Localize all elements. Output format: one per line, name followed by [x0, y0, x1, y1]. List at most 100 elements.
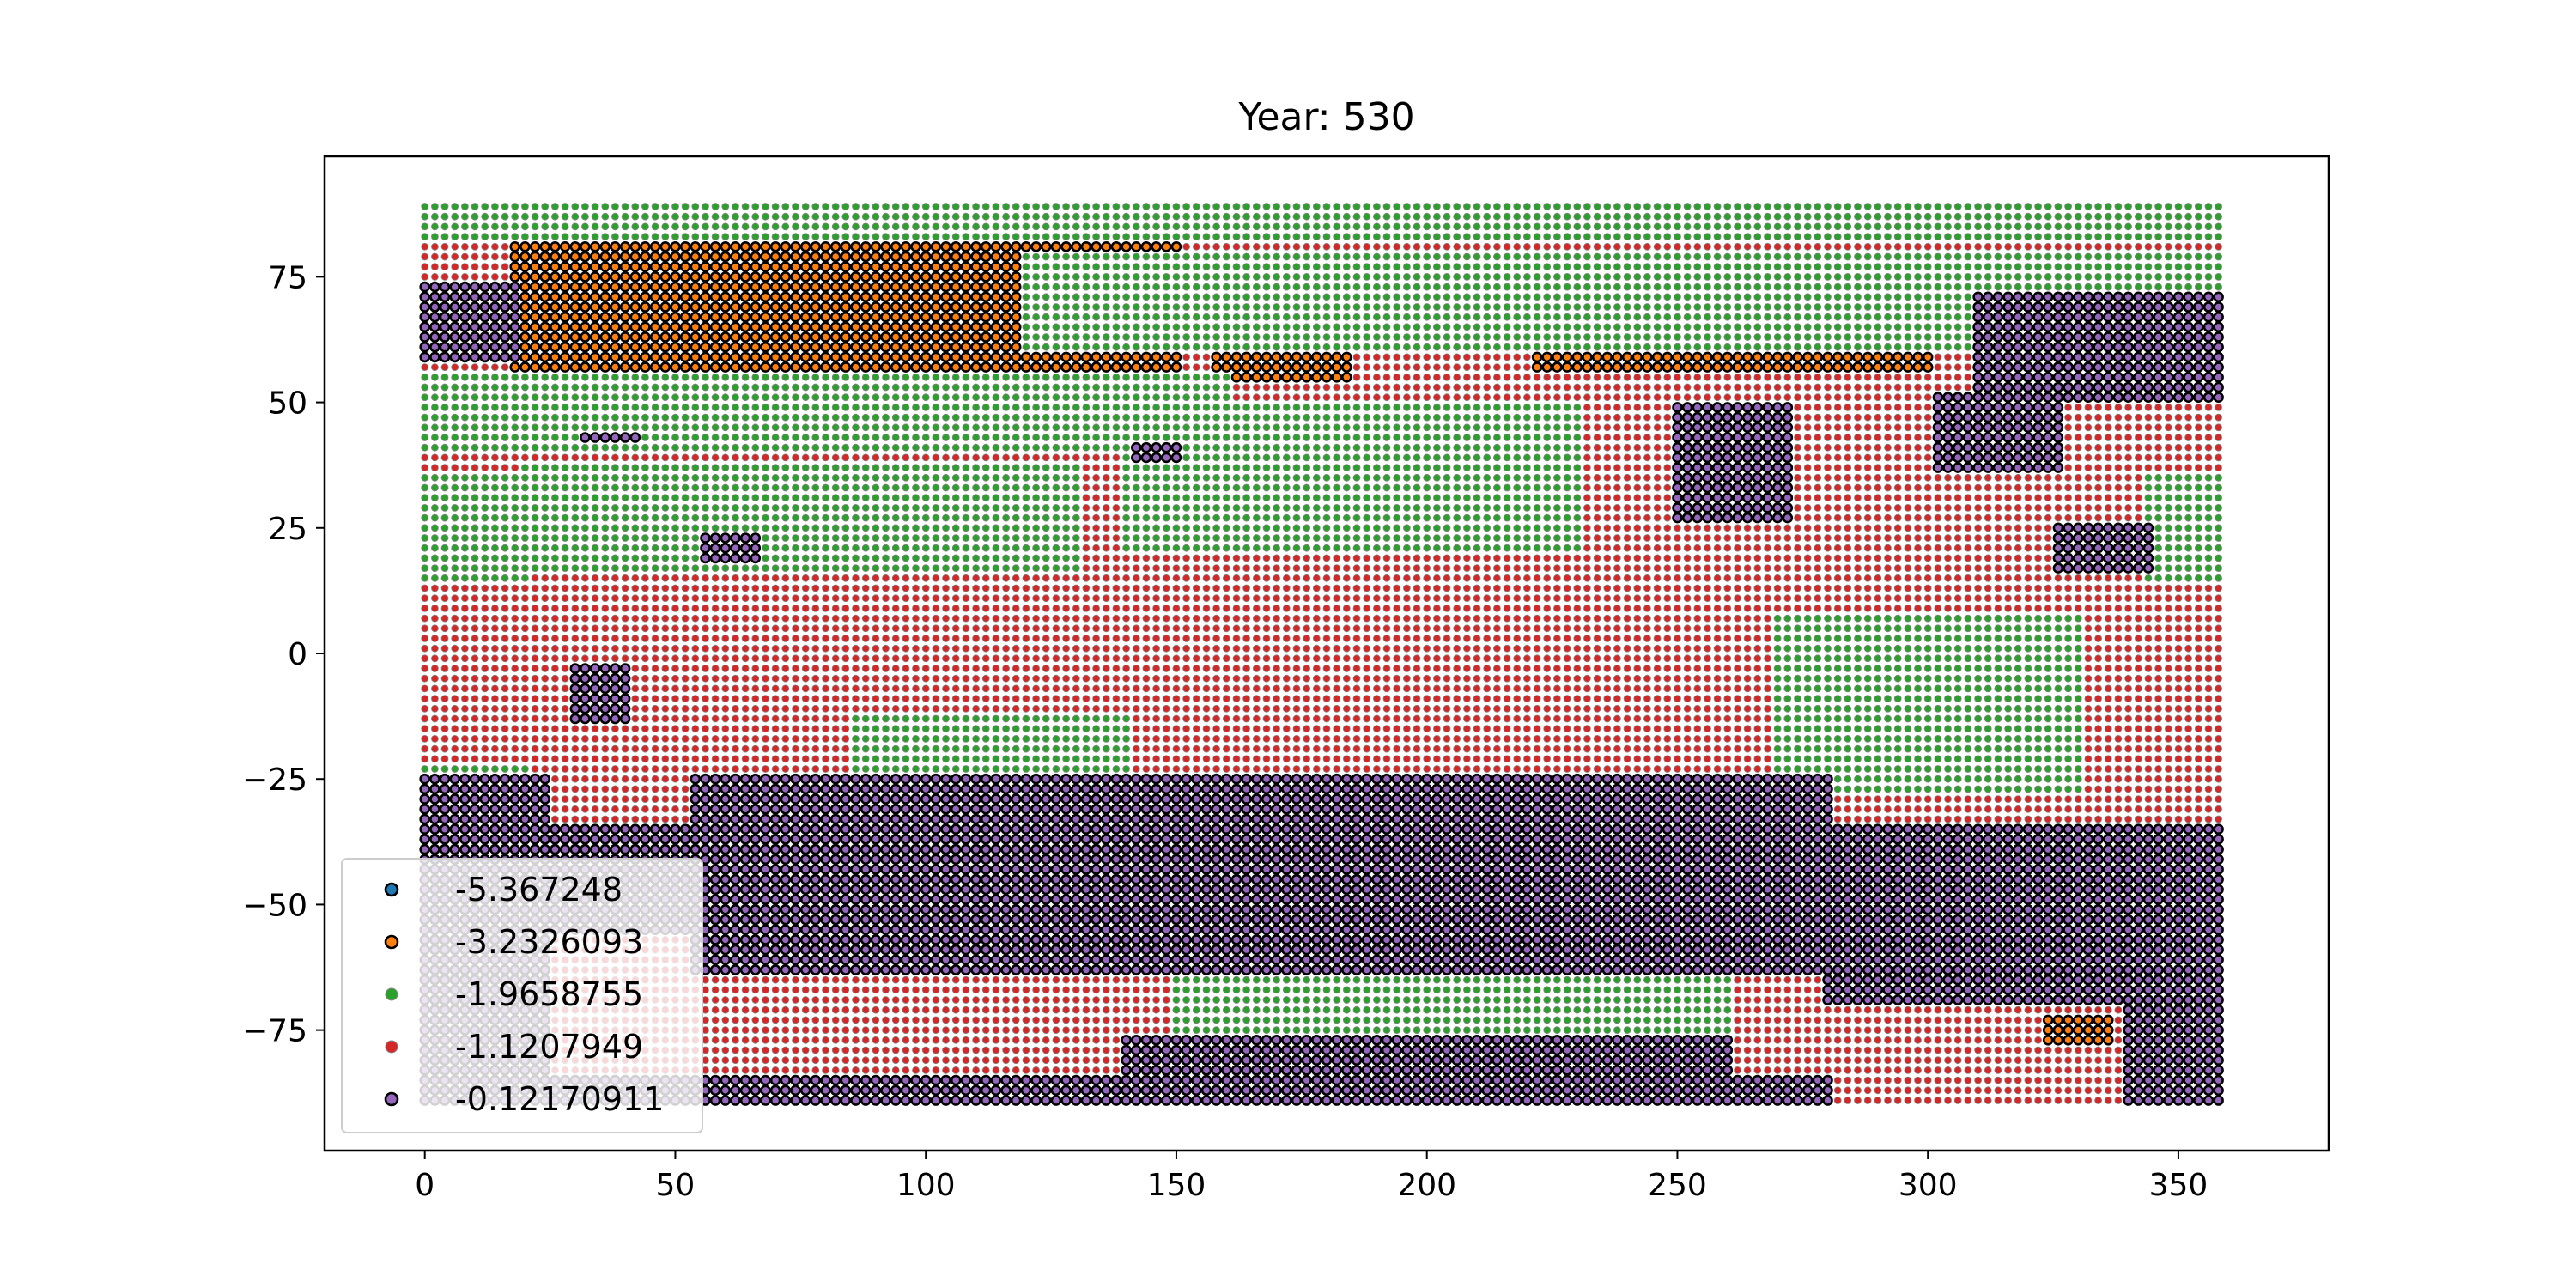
data-point — [1052, 725, 1060, 733]
data-point — [1172, 996, 1181, 1004]
data-point — [1413, 544, 1421, 552]
data-point — [421, 212, 429, 221]
data-point — [891, 212, 900, 221]
data-point — [1503, 464, 1511, 471]
data-point — [1092, 313, 1100, 321]
data-point — [1312, 1016, 1321, 1024]
data-point — [690, 351, 702, 363]
data-point — [1773, 714, 1782, 723]
data-point — [711, 212, 720, 221]
data-point — [1874, 333, 1882, 341]
data-point — [1342, 423, 1351, 432]
data-point — [910, 311, 921, 323]
data-point — [792, 513, 799, 522]
data-point — [631, 504, 640, 512]
data-point — [721, 434, 730, 441]
data-point — [912, 434, 920, 441]
data-point — [1303, 453, 1311, 462]
data-point — [932, 513, 940, 522]
data-point — [932, 744, 940, 753]
data-point — [882, 233, 890, 241]
data-point — [581, 494, 589, 502]
data-point — [1102, 443, 1110, 452]
data-point — [1322, 293, 1331, 301]
data-point — [1844, 695, 1852, 702]
data-point — [661, 513, 670, 522]
data-point — [531, 203, 539, 210]
data-point — [1262, 453, 1271, 462]
data-point — [1704, 252, 1711, 261]
data-point — [430, 544, 439, 552]
data-point — [1553, 413, 1561, 422]
data-point — [1403, 212, 1411, 221]
data-point — [1282, 252, 1291, 261]
data-point — [421, 554, 429, 562]
data-point — [981, 554, 990, 562]
data-point — [891, 434, 900, 441]
data-point — [1563, 1005, 1571, 1014]
data-point — [1773, 212, 1782, 221]
data-point — [872, 413, 880, 422]
data-point — [1483, 333, 1492, 341]
data-point — [1854, 263, 1862, 271]
data-point — [709, 271, 721, 283]
data-point — [1773, 744, 1782, 753]
data-point — [629, 351, 641, 363]
data-point — [801, 383, 810, 392]
data-point — [1473, 323, 1481, 331]
data-point — [1303, 434, 1311, 441]
data-point — [1433, 996, 1441, 1004]
data-point — [1092, 293, 1100, 301]
data-point — [1803, 695, 1812, 702]
data-point — [629, 311, 641, 323]
data-point — [1814, 695, 1822, 702]
data-point — [1333, 434, 1341, 441]
data-point — [690, 341, 702, 353]
data-point — [972, 564, 980, 572]
data-point — [1382, 464, 1391, 471]
data-point — [571, 504, 580, 512]
data-point — [641, 564, 649, 572]
data-point — [1232, 323, 1241, 331]
data-point — [739, 291, 751, 303]
data-point — [501, 383, 509, 392]
data-point — [1523, 1005, 1531, 1014]
data-point — [550, 311, 561, 323]
data-point — [1242, 443, 1250, 452]
data-point — [1342, 413, 1351, 422]
data-point — [1322, 283, 1331, 291]
data-point — [1463, 544, 1471, 552]
data-point — [1663, 303, 1672, 311]
data-point — [920, 331, 932, 343]
data-point — [741, 524, 750, 532]
data-point — [1822, 351, 1833, 363]
data-point — [751, 212, 760, 221]
data-point — [561, 383, 569, 392]
data-point — [1122, 544, 1130, 552]
data-point — [861, 483, 870, 492]
data-point — [1241, 361, 1252, 373]
data-point — [511, 383, 519, 392]
data-point — [1032, 263, 1040, 271]
data-point — [1473, 303, 1481, 311]
data-point — [1010, 331, 1022, 343]
data-point — [511, 564, 519, 572]
data-point — [1342, 203, 1351, 210]
data-point — [1042, 524, 1050, 532]
data-point — [951, 464, 960, 471]
data-point — [1523, 222, 1531, 231]
data-point — [1273, 413, 1280, 422]
data-point — [1322, 333, 1331, 341]
data-point — [1803, 704, 1812, 713]
data-point — [551, 494, 559, 502]
data-point — [481, 534, 489, 542]
data-point — [1042, 473, 1050, 482]
data-point — [1473, 453, 1481, 462]
data-point — [1273, 473, 1280, 482]
data-point — [1072, 483, 1080, 492]
data-point — [1172, 975, 1181, 984]
data-point — [2093, 1035, 2104, 1046]
data-point — [591, 403, 599, 411]
data-point — [1674, 313, 1681, 321]
data-point — [1842, 351, 1854, 363]
